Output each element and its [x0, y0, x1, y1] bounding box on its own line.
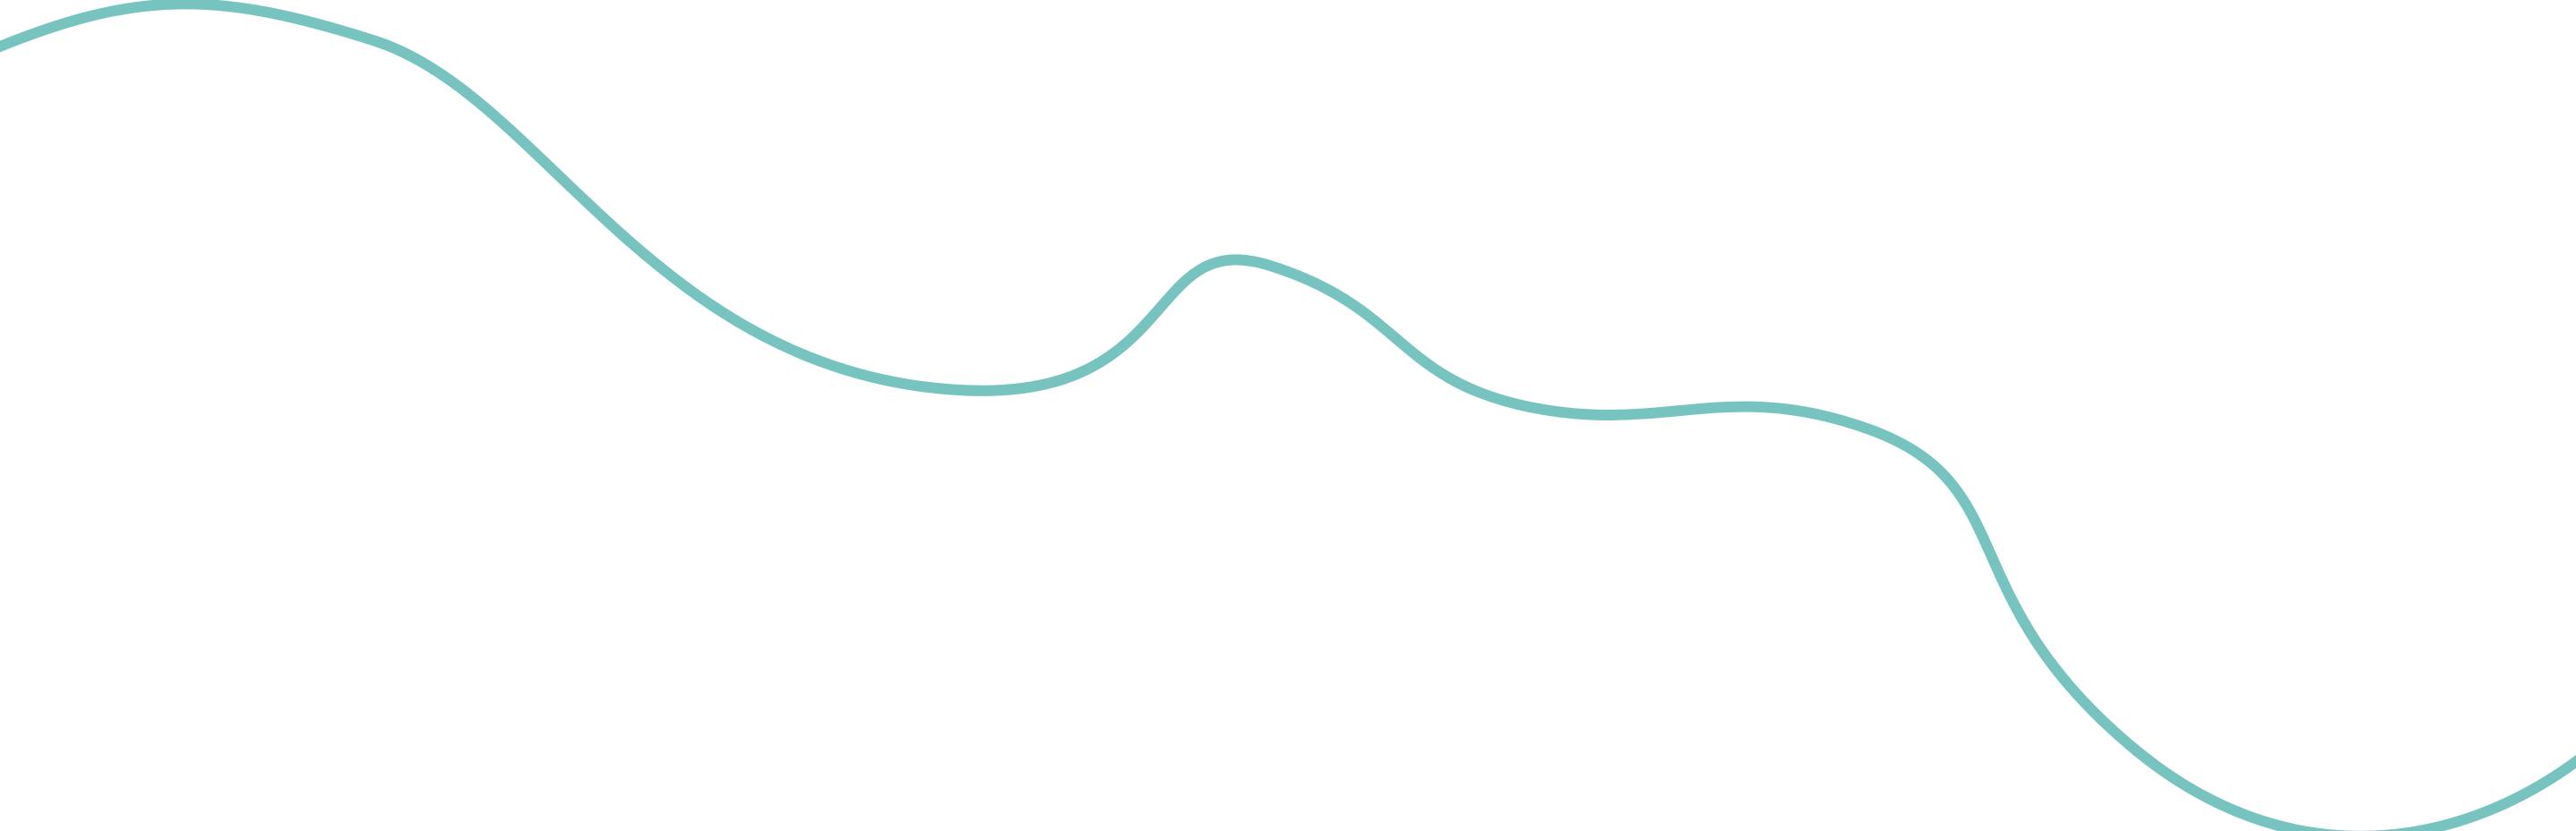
wave-divider: [0, 0, 2576, 831]
page-canvas: [0, 0, 2576, 831]
wave-line: [0, 0, 2576, 831]
